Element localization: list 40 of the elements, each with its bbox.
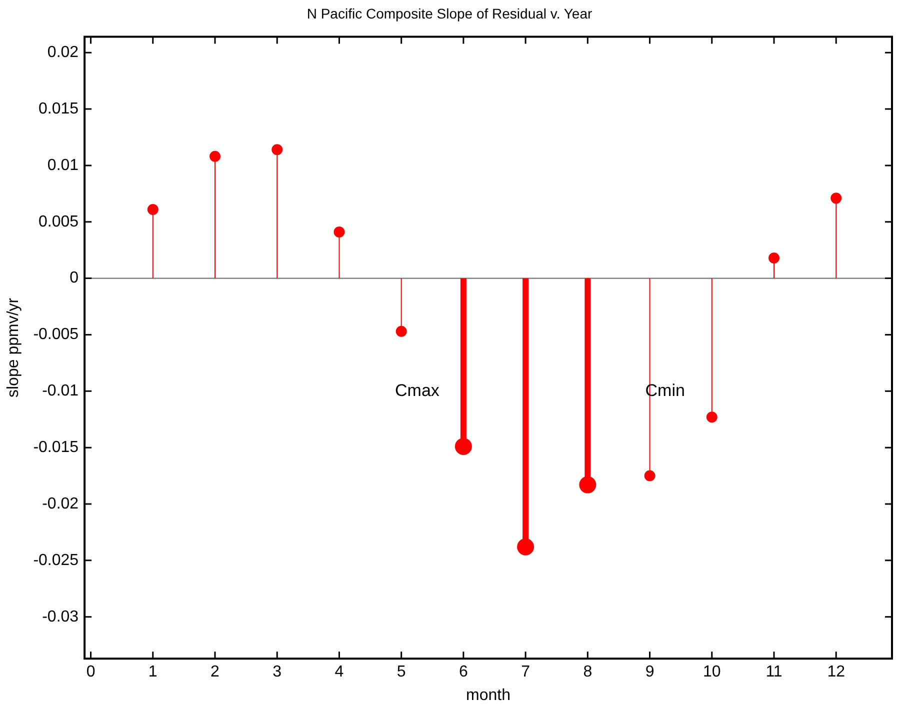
point <box>579 476 596 494</box>
y-tick-label: -0.015 <box>33 438 79 456</box>
point <box>396 326 407 337</box>
point <box>147 204 158 215</box>
x-tick-label: 0 <box>86 664 96 681</box>
point <box>334 226 345 238</box>
point <box>644 470 656 482</box>
y-tick-label: -0.03 <box>42 608 79 626</box>
x-tick-label: 7 <box>521 664 530 681</box>
x-tick-label: 5 <box>396 664 406 681</box>
point <box>454 438 472 455</box>
point <box>768 252 780 264</box>
x-tick-label: 1 <box>148 664 158 681</box>
y-tick-label: -0.005 <box>33 326 79 344</box>
point <box>830 192 842 204</box>
x-axis-title: month <box>466 686 511 704</box>
x-tick-label: 10 <box>702 664 721 681</box>
y-tick-label: -0.01 <box>42 382 79 400</box>
x-tick-label: 9 <box>645 664 654 681</box>
point <box>706 412 718 423</box>
x-tick-label: 2 <box>210 664 220 681</box>
y-tick-label: 0.015 <box>38 100 79 118</box>
x-tick-label: 6 <box>458 664 468 681</box>
y-tick-label: 0.02 <box>47 44 79 62</box>
annotation: Cmax <box>395 380 440 400</box>
x-tick-label: 12 <box>827 664 846 681</box>
chart-title: N Pacific Composite Slope of Residual v. Year <box>306 5 592 22</box>
x-tick-label: 8 <box>583 664 592 681</box>
x-tick-label: 11 <box>766 664 782 681</box>
y-tick-label: 0.005 <box>38 213 79 230</box>
x-tick-label: 4 <box>334 664 344 681</box>
y-axis-title: slope ppmv/yr <box>5 297 22 398</box>
x-tick-label: 3 <box>272 664 282 681</box>
point <box>272 144 283 156</box>
y-tick-label: 0.01 <box>47 156 79 174</box>
point <box>517 538 534 556</box>
y-tick-label: -0.02 <box>42 495 79 512</box>
y-tick-label: 0 <box>70 270 79 287</box>
point <box>210 150 220 162</box>
y-tick-label: -0.025 <box>33 552 79 569</box>
